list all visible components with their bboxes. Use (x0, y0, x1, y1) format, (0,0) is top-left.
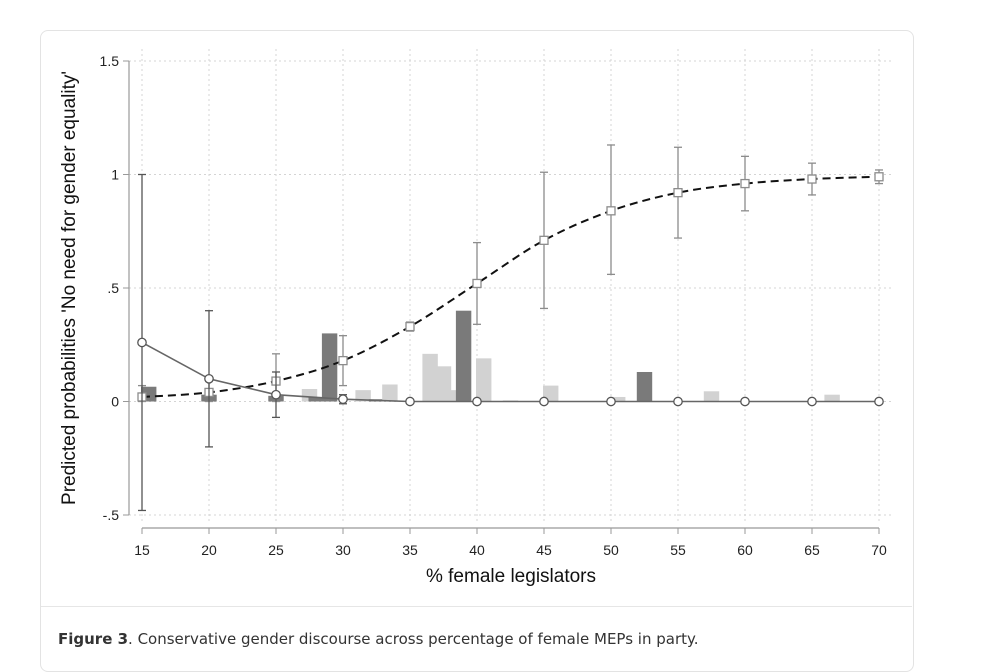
square-marker (338, 355, 348, 366)
caption-text: . Conservative gender discourse across p… (128, 630, 699, 648)
caption-label: Figure 3 (58, 630, 129, 648)
histogram-bar (542, 385, 559, 402)
histogram-bar (609, 396, 626, 402)
y-axis-label: Predicted probabilities 'No need for gen… (59, 71, 80, 505)
histogram-bar (703, 391, 720, 402)
circle-marker (472, 396, 482, 407)
x-tick-label: 40 (469, 542, 485, 558)
y-tick-label: 1 (111, 167, 119, 183)
square-marker (673, 188, 683, 198)
x-tick-label: 50 (603, 542, 619, 558)
circle-marker (807, 396, 817, 407)
x-tick-label: 70 (871, 542, 887, 558)
histogram-bar (321, 333, 338, 402)
square-marker (807, 174, 817, 184)
circle-marker (338, 394, 348, 405)
x-tick-label: 30 (335, 542, 351, 558)
chart: -.5 0 .5 1 1.5 15 20 25 30 35 40 45 50 55 60 65 70 % fem… (59, 49, 891, 587)
square-marker (539, 235, 549, 245)
histogram-bar (824, 394, 840, 402)
square-marker (874, 172, 884, 182)
histogram-bars (140, 310, 840, 402)
x-tick-label: 60 (737, 542, 753, 558)
caption-divider (41, 606, 912, 607)
circle-marker (874, 396, 884, 407)
circle-marker (137, 337, 147, 348)
histogram-bar (475, 358, 492, 402)
square-marker (472, 278, 482, 289)
histogram-bar (442, 390, 458, 402)
y-tick-label: 0 (111, 394, 119, 410)
circle-marker (405, 396, 415, 407)
y-tick-label: -.5 (103, 507, 120, 523)
histogram-bar (308, 396, 324, 402)
axes: -.5 0 .5 1 1.5 15 20 25 30 35 40 45 50 55 60 65 70 (100, 53, 887, 558)
circle-marker (673, 396, 683, 407)
circle-marker (740, 396, 750, 407)
grid-lines (129, 49, 891, 521)
x-axis-label: % female legislators (426, 566, 596, 587)
square-marker (740, 178, 750, 189)
x-tick-label: 20 (201, 542, 217, 558)
x-tick-label: 55 (670, 542, 686, 558)
circle-marker (539, 396, 549, 407)
circle-marker (271, 389, 281, 400)
histogram-bar (355, 390, 371, 402)
histogram-bar (455, 310, 472, 402)
x-tick-label: 45 (536, 542, 552, 558)
series-layer (137, 144, 884, 512)
circle-marker (606, 396, 616, 407)
x-tick-label: 65 (804, 542, 820, 558)
histogram-bar (636, 371, 653, 402)
x-tick-label: 25 (268, 542, 284, 558)
histogram-bar (422, 353, 438, 402)
x-tick-label: 35 (402, 542, 418, 558)
y-tick-label: 1.5 (100, 53, 120, 69)
histogram-bar (382, 384, 398, 402)
series-line (141, 341, 879, 403)
figure-caption: Figure 3. Conservative gender discourse … (58, 630, 699, 648)
square-marker (405, 321, 415, 332)
series-line (141, 175, 880, 398)
y-tick-label: .5 (107, 280, 119, 296)
circle-marker (204, 373, 214, 384)
x-tick-label: 15 (134, 542, 150, 558)
square-marker (606, 206, 616, 216)
